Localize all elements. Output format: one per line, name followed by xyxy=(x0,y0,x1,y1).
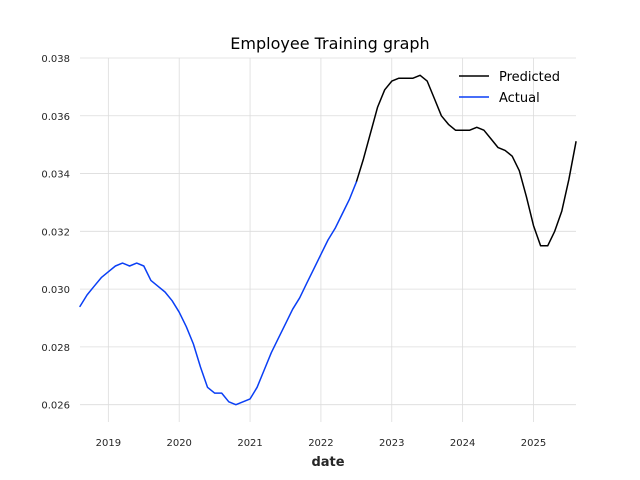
y-tick-label: 0.030 xyxy=(41,285,70,296)
x-tick-label: 2025 xyxy=(521,438,546,449)
x-tick-label: 2021 xyxy=(237,438,262,449)
series-group xyxy=(79,74,577,406)
legend-label-predicted: Predicted xyxy=(499,70,560,85)
x-tick-label: 2024 xyxy=(450,438,475,449)
y-tick-label: 0.034 xyxy=(41,170,70,181)
y-tick-label: 0.032 xyxy=(41,227,70,238)
x-axis-label: date xyxy=(311,455,344,470)
legend: Predicted Actual xyxy=(459,70,560,106)
x-tick-label: 2023 xyxy=(379,438,404,449)
y-tick-label: 0.028 xyxy=(41,343,70,354)
y-tick-label: 0.026 xyxy=(41,401,70,412)
y-tick-label: 0.038 xyxy=(41,54,70,65)
x-tick-label: 2020 xyxy=(166,438,191,449)
y-tick-label: 0.036 xyxy=(41,112,70,123)
chart-title: Employee Training graph xyxy=(230,34,429,53)
y-axis-ticks: 0.026 0.028 0.030 0.032 0.034 0.036 0.038 xyxy=(41,54,70,412)
x-tick-label: 2019 xyxy=(96,438,121,449)
x-tick-label: 2022 xyxy=(308,438,333,449)
legend-label-actual: Actual xyxy=(499,91,540,106)
series-line-predicted xyxy=(355,74,577,247)
series-line-actual xyxy=(79,181,358,406)
x-axis-ticks: 2019 2020 2021 2022 2023 2024 2025 xyxy=(96,438,547,449)
grid xyxy=(80,57,576,422)
